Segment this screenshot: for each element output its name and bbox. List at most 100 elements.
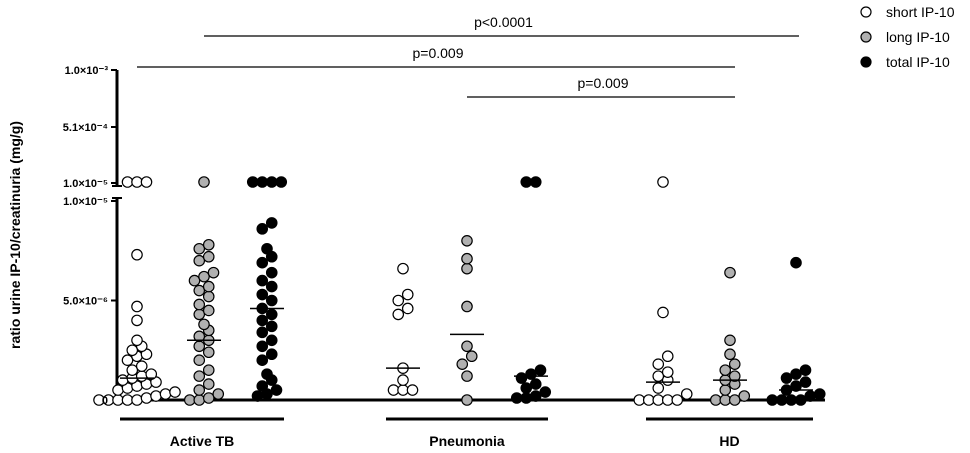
legend-label: total IP-10 (886, 54, 950, 70)
significance-annotations: p<0.0001 p=0.009 p=0.009 (137, 14, 799, 98)
legend-label: short IP-10 (886, 4, 955, 20)
data-point (461, 252, 473, 265)
data-point (785, 394, 798, 406)
data-point (520, 382, 533, 394)
data-point (126, 344, 139, 357)
data-point (728, 370, 741, 382)
data-point (738, 390, 751, 402)
data-point (724, 348, 736, 361)
data-point (534, 364, 547, 376)
p-value-label: p=0.009 (578, 75, 629, 91)
data-point (131, 300, 143, 313)
data-point (193, 394, 206, 406)
data-point (766, 394, 779, 406)
data-point (657, 306, 669, 319)
y-tick-label: 0 (102, 395, 108, 407)
data-point (813, 388, 826, 400)
data-point (525, 368, 537, 380)
data-point (275, 176, 288, 188)
data-point (680, 388, 693, 400)
data-point (256, 223, 269, 235)
data-point (397, 374, 409, 386)
data-point (724, 266, 736, 279)
data-point (465, 350, 478, 363)
data-point (790, 368, 802, 380)
y-tick-label: 1.0×10⁻³ (65, 65, 109, 77)
median-lines (120, 307, 813, 391)
data-point (265, 280, 278, 293)
data-point (202, 346, 215, 359)
data-point (256, 326, 269, 339)
data-point (719, 384, 732, 396)
data-point (261, 368, 273, 380)
data-point (780, 372, 793, 384)
data-point (633, 394, 646, 406)
data-point (661, 394, 674, 406)
data-point (193, 298, 206, 311)
data-point (116, 374, 129, 386)
data-point (520, 392, 533, 404)
data-point (261, 242, 273, 255)
axis-labels: 1.0×10⁻³ 5.1×10⁻⁴ 1.0×10⁻⁵ 1.0×10⁻⁵ 5.0×10⁻⁶… (7, 65, 740, 449)
y-tick-label: 1.0×10⁻⁵ (63, 178, 108, 190)
data-point (169, 386, 181, 398)
data-point (212, 388, 225, 400)
data-points (93, 176, 826, 406)
p-value-label: p<0.0001 (474, 14, 533, 30)
data-point (539, 386, 552, 398)
data-point (461, 235, 473, 247)
data-point (709, 394, 722, 406)
data-point (145, 368, 158, 380)
data-point (461, 300, 473, 313)
data-point (202, 250, 215, 263)
data-point (671, 394, 684, 406)
x-category-label: Active TB (170, 433, 235, 449)
data-point (198, 318, 210, 331)
legend-marker (860, 56, 872, 68)
data-point (461, 394, 473, 406)
data-point (202, 364, 215, 376)
data-point (804, 390, 817, 402)
data-point (256, 288, 269, 301)
data-point (719, 364, 732, 376)
legend-label: long IP-10 (886, 29, 950, 45)
data-point (652, 370, 665, 382)
data-point (724, 334, 736, 347)
data-point (661, 350, 674, 363)
data-point (150, 390, 162, 402)
data-point (652, 382, 665, 394)
data-point (265, 266, 278, 279)
data-point (265, 348, 278, 361)
y-axis-title: ratio urine IP-10/creatinuria (mg/g) (7, 121, 23, 349)
y-tick-label: 1.0×10⁻⁵ (63, 196, 108, 208)
data-point (642, 394, 655, 406)
data-point (193, 308, 206, 321)
data-point (198, 270, 210, 283)
data-point (202, 238, 215, 251)
data-point (719, 394, 732, 406)
data-point (661, 366, 674, 378)
data-point (256, 340, 269, 353)
x-category-label: HD (719, 433, 739, 449)
data-point (510, 392, 523, 404)
data-point (529, 176, 542, 188)
data-point (251, 390, 264, 402)
data-point (140, 392, 153, 404)
data-point (392, 294, 405, 307)
data-point (790, 380, 802, 392)
data-point (135, 360, 148, 372)
data-point (392, 308, 405, 321)
data-point (193, 242, 206, 255)
data-point (112, 384, 124, 396)
data-point (202, 290, 215, 303)
data-point (790, 256, 802, 269)
data-point (456, 358, 469, 370)
data-point (265, 334, 278, 347)
data-point (652, 394, 665, 406)
data-point (135, 370, 148, 382)
data-point (397, 384, 409, 396)
data-point (515, 372, 528, 384)
data-point (159, 388, 172, 400)
data-point (657, 176, 669, 188)
